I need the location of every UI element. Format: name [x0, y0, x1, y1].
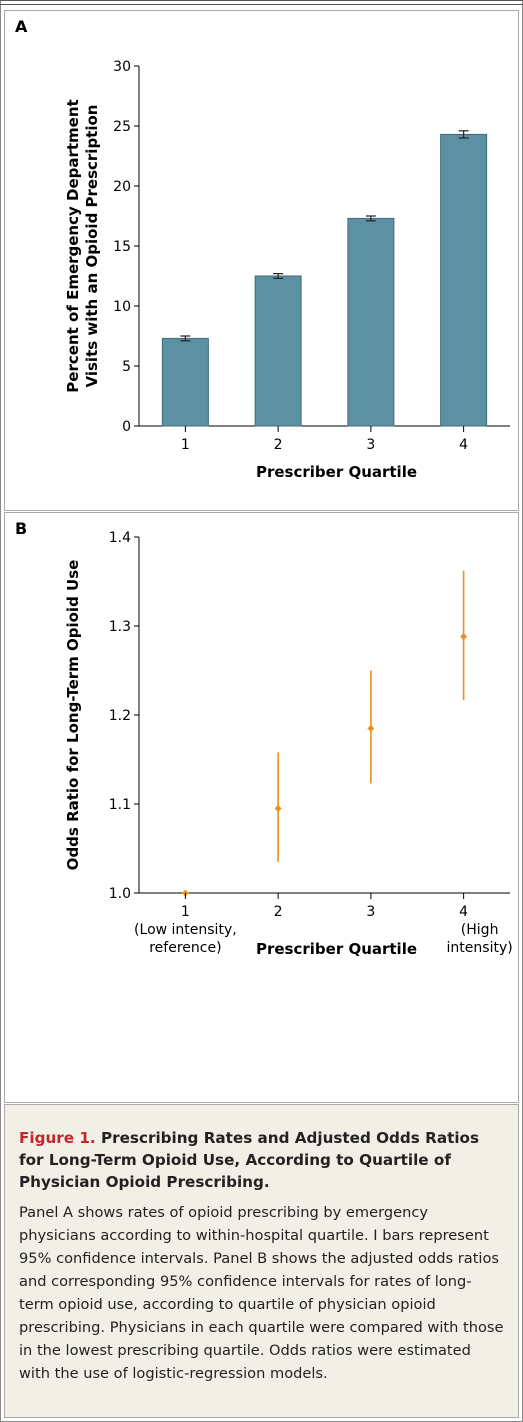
x-axis-title-a: Prescriber Quartile [256, 463, 417, 481]
point-3 [367, 724, 375, 732]
y-axis-title-a-line1: Percent of Emergency Department [64, 99, 82, 392]
caption-title-text: Prescribing Rates and Adjusted Odds Rati… [19, 1129, 480, 1191]
x-sublabel-b-4-1: (High [461, 922, 499, 938]
x-sublabel-b-4-2: intensity) [447, 940, 513, 956]
chart-b: 1.0 1.1 1.2 1.3 1.4 1 (Low intensity, reference… [64, 530, 513, 958]
top-rule [0, 0, 523, 5]
panel-b-label: B [15, 519, 28, 538]
bar-4 [440, 133, 488, 427]
y-tick-label-b-0: 1.0 [109, 886, 131, 902]
caption-title: Figure 1. Prescribing Rates and Adjusted… [19, 1127, 504, 1193]
y-tick-label-a-5: 25 [113, 119, 131, 135]
y-tick-label-a-0: 0 [122, 419, 131, 435]
figure-caption: Figure 1. Prescribing Rates and Adjusted… [4, 1104, 519, 1418]
bar-1 [161, 337, 209, 427]
y-tick-label-b-1: 1.1 [109, 797, 131, 813]
bar-3 [347, 217, 395, 427]
chart-a: 0 5 10 15 20 25 30 1 2 3 4 Prescriber Quartile Perce… [64, 59, 510, 481]
y-tick-label-b-2: 1.2 [109, 708, 131, 724]
x-tick-label-a-3: 3 [366, 437, 375, 453]
x-tick-label-b-4: 4 [459, 904, 468, 920]
x-tick-label-b-2: 2 [274, 904, 283, 920]
x-tick-label-a-4: 4 [459, 437, 468, 453]
y-axis-title-b: Odds Ratio for Long-Term Opioid Use [64, 560, 82, 871]
x-tick-label-a-1: 1 [181, 437, 190, 453]
point-2 [274, 804, 282, 812]
panel-a-label: A [15, 17, 28, 36]
y-tick-label-a-3: 15 [113, 239, 131, 255]
y-axis-title-a-line2: Visits with an Opioid Prescription [83, 105, 101, 388]
y-tick-label-a-2: 10 [113, 299, 131, 315]
figure-label: Figure 1. [19, 1129, 96, 1147]
y-tick-label-b-4: 1.4 [109, 530, 131, 546]
y-tick-label-a-6: 30 [113, 59, 131, 75]
y-tick-label-a-1: 5 [122, 359, 131, 375]
point-4 [460, 633, 468, 641]
x-axis-title-b: Prescriber Quartile [256, 940, 417, 958]
x-tick-label-b-1: 1 [181, 904, 190, 920]
panel-a: A 0 5 10 15 20 25 30 1 2 3 4 Prescriber Quartile Per… [4, 10, 519, 511]
x-tick-label-a-2: 2 [274, 437, 283, 453]
y-tick-label-b-3: 1.3 [109, 619, 131, 635]
panel-b: B 1.0 1.1 1.2 1.3 1.4 1 (Low intensity, referen… [4, 512, 519, 1103]
y-tick-label-a-4: 20 [113, 179, 131, 195]
caption-body: Panel A shows rates of opioid prescribin… [19, 1204, 504, 1382]
x-tick-label-b-3: 3 [366, 904, 375, 920]
x-sublabel-b-1-2: reference) [149, 940, 221, 956]
x-sublabel-b-1-1: (Low intensity, [134, 922, 237, 938]
bar-2 [254, 275, 302, 427]
